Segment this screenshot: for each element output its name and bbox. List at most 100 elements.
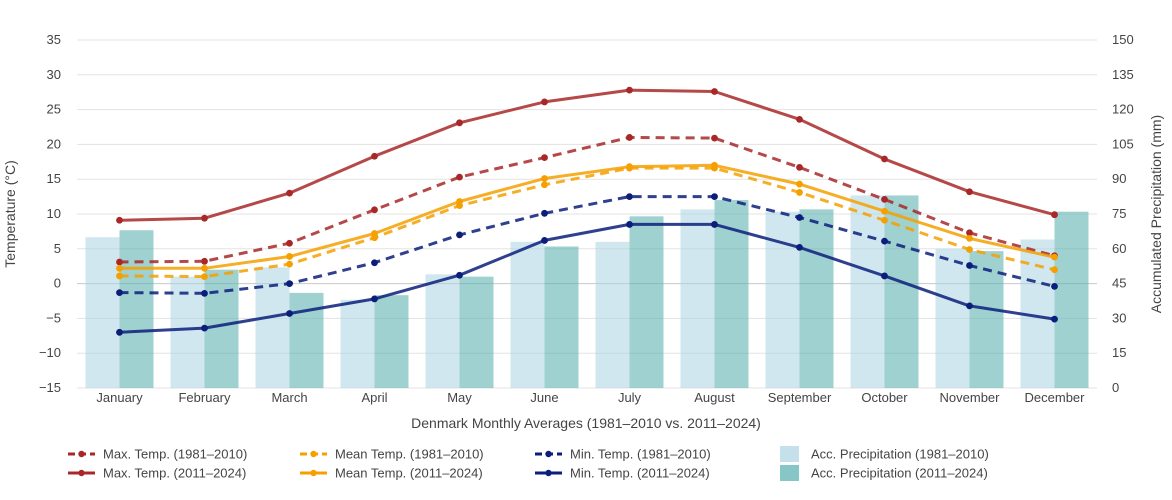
y-left-tick-label: 25 [47,102,61,117]
temperature-point [371,206,378,214]
grid-lines [77,39,1097,389]
precipitation-bar [595,241,630,388]
legend-marker [78,450,85,458]
x-tick-label: October [861,390,908,405]
x-axis-title: Denmark Monthly Averages (1981–2010 vs. … [411,415,761,431]
x-tick-label: March [271,390,307,405]
legend-marker [78,469,85,477]
temperature-point [881,207,888,215]
temperature-point [456,271,463,279]
precipitation-bar [680,209,715,388]
precipitation-bar [374,295,409,388]
temperature-point [286,253,293,260]
temperature-point [116,216,123,224]
temperature-point [796,180,803,188]
legend-label: Acc. Precipitation (1981–2010) [811,447,989,462]
temperature-point [116,258,123,266]
temperature-lines [116,86,1058,336]
y-left-tick-label: 35 [47,32,61,47]
y-left-tick-label: 10 [47,206,61,221]
precipitation-bar [544,246,579,388]
precipitation-bar [459,276,494,388]
temperature-point [541,154,548,162]
precipitation-bar [425,274,460,388]
x-tick-label: June [530,390,558,405]
y-right-tick-label: 30 [1112,310,1126,325]
y-left-tick-label: 5 [54,241,61,256]
x-tick-label: July [618,390,642,405]
temperature-point [966,262,973,269]
temperature-point [966,234,973,242]
temperature-point [796,163,803,171]
precipitation-bar [850,195,885,388]
legend-label: Max. Temp. (1981–2010) [103,447,247,462]
temperature-point [711,193,718,201]
precipitation-bar [170,276,205,388]
temperature-point [1051,253,1058,261]
temperature-point [286,239,293,247]
temperature-point [626,134,633,141]
y-left-tick-label: 30 [47,67,61,82]
precipitation-bar [629,216,664,388]
legend-label: Acc. Precipitation (2011–2024) [811,466,988,481]
temperature-point [201,289,208,297]
legend-swatch [780,446,799,462]
legend-marker [310,450,317,458]
temperature-point [286,189,293,197]
precipitation-bar [204,269,239,388]
temperature-point [1051,315,1058,323]
precipitation-bar [935,248,970,388]
temperature-point [116,264,123,272]
x-tick-label: January [96,390,143,405]
legend-marker [545,469,552,477]
temperature-point [1051,211,1058,219]
legend-label: Min. Temp. (1981–2010) [570,447,711,462]
x-tick-label: February [178,390,231,405]
temperature-point [966,246,973,253]
y-right-tick-label: 15 [1112,345,1126,360]
temperature-point [371,259,378,267]
temperature-point [286,310,293,317]
temperature-line [119,166,1055,279]
temperature-point [116,289,123,297]
temperature-point [881,155,888,163]
temperature-line [119,222,1055,334]
y-right-tick-label: 150 [1112,32,1134,47]
temperature-point [541,98,548,106]
precipitation-bars [85,195,1089,388]
temperature-point [966,229,973,237]
legend-label: Mean Temp. (2011–2024) [335,466,483,481]
y-right-tick-label: 45 [1112,276,1126,291]
y-left-tick-label: −15 [39,380,61,395]
x-tick-label: November [940,390,1001,405]
legend-marker [310,469,317,477]
temperature-point [286,280,293,287]
precipitation-bar [119,230,154,388]
temperature-point [1051,282,1058,290]
temperature-point [116,328,123,336]
y-right-tick-label: 0 [1112,380,1119,395]
temperature-point [796,189,803,196]
y-right-tick-label: 75 [1112,206,1126,221]
x-tick-label: December [1025,390,1086,405]
x-tick-label: September [768,390,832,405]
y-right-tick-label: 105 [1112,136,1134,151]
temperature-point [286,260,293,268]
precipitation-bar [1054,211,1089,388]
precipitation-bar [510,241,545,388]
x-tick-label: August [694,390,735,405]
y-axis-left-title: Temperature (°C) [2,160,18,268]
x-tick-label: April [361,390,387,405]
legend-label: Max. Temp. (2011–2024) [103,466,246,481]
temperature-point [201,273,208,281]
precipitation-bar [799,209,834,388]
temperature-point [371,152,378,160]
precipitation-bar [85,237,120,388]
temperature-line [119,88,1055,222]
temperature-point [796,214,803,221]
temperature-point [966,302,973,310]
temperature-point [371,230,378,237]
temperature-point [371,295,378,303]
x-tick-label: May [447,390,472,405]
